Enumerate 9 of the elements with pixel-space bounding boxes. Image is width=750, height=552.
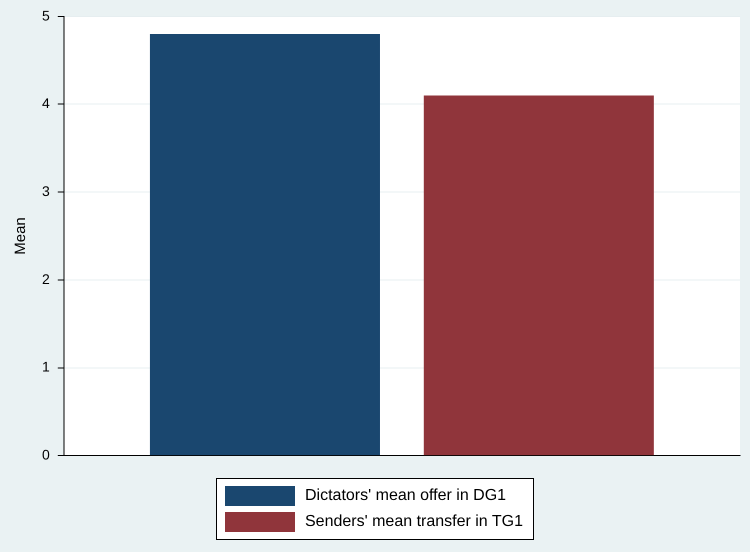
legend-label: Dictators' mean offer in DG1 (305, 487, 506, 505)
legend-label: Senders' mean transfer in TG1 (305, 513, 523, 531)
y-tick-label: 0 (42, 446, 50, 462)
y-tick-label: 1 (42, 358, 50, 375)
y-tick-label: 5 (42, 7, 50, 24)
y-tick-label: 2 (42, 270, 50, 287)
y-axis-title: Mean (12, 217, 30, 255)
y-tick-label: 3 (42, 182, 50, 199)
y-tick-label: 4 (42, 95, 50, 112)
